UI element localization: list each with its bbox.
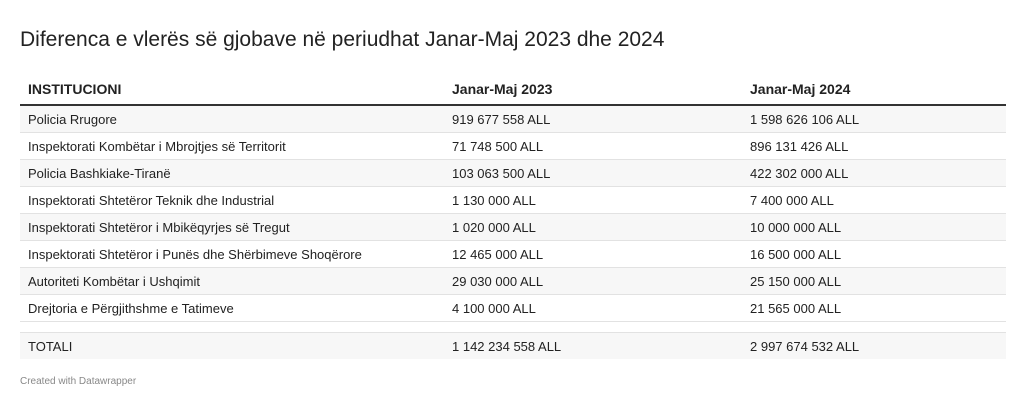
column-header-2023: Janar-Maj 2023: [444, 74, 742, 106]
table-row: Inspektorati Shtetëror i Punës dhe Shërb…: [20, 240, 1006, 268]
value-2024-cell: 896 131 426 ALL: [742, 132, 1006, 160]
table-row: Inspektorati Shtetëror i Mbikëqyrjes së …: [20, 213, 1006, 241]
value-2024-cell: 1 598 626 106 ALL: [742, 105, 1006, 133]
value-2023-cell: 1 020 000 ALL: [444, 213, 742, 241]
table-row: Policia Rrugore 919 677 558 ALL 1 598 62…: [20, 105, 1006, 133]
table-body: Policia Rrugore 919 677 558 ALL 1 598 62…: [20, 105, 1006, 359]
header-row: INSTITUCIONI Janar-Maj 2023 Janar-Maj 20…: [20, 74, 1006, 106]
table-row: Inspektorati Kombëtar i Mbrojtjes së Ter…: [20, 132, 1006, 160]
value-2023-cell: 29 030 000 ALL: [444, 267, 742, 295]
footer-credit: Created with Datawrapper: [20, 376, 137, 387]
total-2023-cell: 1 142 234 558 ALL: [444, 332, 742, 359]
value-2023-cell: 12 465 000 ALL: [444, 240, 742, 268]
institution-cell: Inspektorati Kombëtar i Mbrojtjes së Ter…: [20, 132, 444, 160]
institution-cell: Policia Rrugore: [20, 105, 444, 133]
institution-cell: Policia Bashkiake-Tiranë: [20, 159, 444, 187]
value-2024-cell: 422 302 000 ALL: [742, 159, 1006, 187]
data-table: INSTITUCIONI Janar-Maj 2023 Janar-Maj 20…: [20, 74, 1006, 359]
institution-cell: Autoriteti Kombëtar i Ushqimit: [20, 267, 444, 295]
column-header-2024: Janar-Maj 2024: [742, 74, 1006, 106]
total-2024-cell: 2 997 674 532 ALL: [742, 332, 1006, 359]
value-2024-cell: 7 400 000 ALL: [742, 186, 1006, 214]
total-spacer: [20, 321, 1006, 333]
table-row: Drejtoria e Përgjithshme e Tatimeve 4 10…: [20, 294, 1006, 322]
spacer-cell: [20, 321, 1006, 333]
total-row: TOTALI 1 142 234 558 ALL 2 997 674 532 A…: [20, 332, 1006, 359]
value-2023-cell: 919 677 558 ALL: [444, 105, 742, 133]
table-row: Inspektorati Shtetëror Teknik dhe Indust…: [20, 186, 1006, 214]
table-row: Autoriteti Kombëtar i Ushqimit 29 030 00…: [20, 267, 1006, 295]
table-row: Policia Bashkiake-Tiranë 103 063 500 ALL…: [20, 159, 1006, 187]
value-2024-cell: 25 150 000 ALL: [742, 267, 1006, 295]
institution-cell: Drejtoria e Përgjithshme e Tatimeve: [20, 294, 444, 322]
value-2024-cell: 21 565 000 ALL: [742, 294, 1006, 322]
institution-cell: Inspektorati Shtetëror i Mbikëqyrjes së …: [20, 213, 444, 241]
value-2023-cell: 1 130 000 ALL: [444, 186, 742, 214]
institution-cell: Inspektorati Shtetëror Teknik dhe Indust…: [20, 186, 444, 214]
column-header-institution: INSTITUCIONI: [20, 74, 444, 106]
total-label-cell: TOTALI: [20, 332, 444, 359]
value-2023-cell: 4 100 000 ALL: [444, 294, 742, 322]
value-2024-cell: 16 500 000 ALL: [742, 240, 1006, 268]
institution-cell: Inspektorati Shtetëror i Punës dhe Shërb…: [20, 240, 444, 268]
value-2023-cell: 103 063 500 ALL: [444, 159, 742, 187]
value-2024-cell: 10 000 000 ALL: [742, 213, 1006, 241]
value-2023-cell: 71 748 500 ALL: [444, 132, 742, 160]
chart-title: Diferenca e vlerës së gjobave në periudh…: [20, 28, 665, 51]
